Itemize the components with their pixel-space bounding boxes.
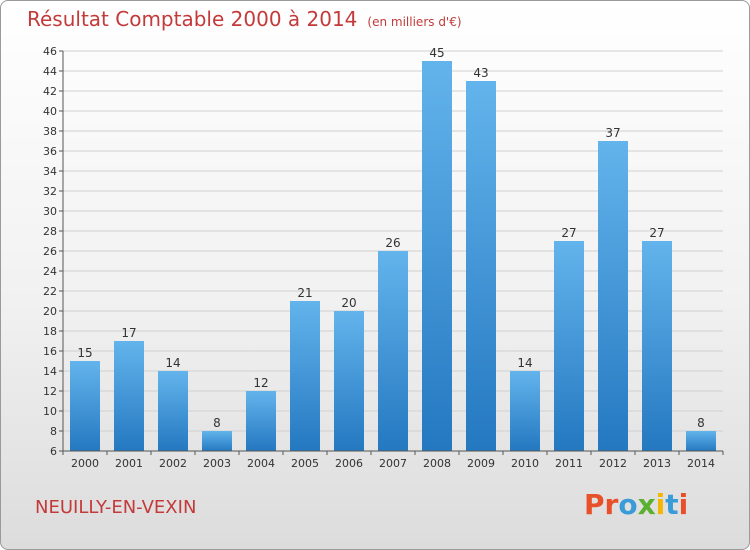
bar-value-label: 20 <box>341 296 356 310</box>
x-tick-label: 2000 <box>71 457 99 470</box>
x-tick-label: 2012 <box>599 457 627 470</box>
bar-value-label: 15 <box>77 346 92 360</box>
bar-2007 <box>378 251 408 451</box>
y-tick-label: 14 <box>43 365 57 378</box>
logo-letter: o <box>618 488 638 521</box>
x-tick-label: 2006 <box>335 457 363 470</box>
x-tick-label: 2007 <box>379 457 407 470</box>
x-tick-label: 2005 <box>291 457 319 470</box>
y-tick-label: 46 <box>43 45 57 58</box>
bar-2002 <box>158 371 188 451</box>
y-tick-label: 18 <box>43 325 57 338</box>
y-tick-label: 36 <box>43 145 57 158</box>
y-tick-label: 34 <box>43 165 57 178</box>
logo-letter: r <box>604 488 619 521</box>
y-tick-label: 26 <box>43 245 57 258</box>
chart-subtitle: (en milliers d'€) <box>367 15 462 29</box>
bar-value-label: 27 <box>561 226 576 240</box>
bar-value-label: 8 <box>213 416 221 430</box>
y-tick-label: 8 <box>50 425 57 438</box>
bar-2012 <box>598 141 628 451</box>
axes: 6 8 10 12 14 16 18 20 22 24 26 28 30 32 34 36 38 40 42 44 46… <box>43 45 724 470</box>
x-tick-label: 2014 <box>687 457 715 470</box>
x-tick-label: 2011 <box>555 457 583 470</box>
bar-value-label: 26 <box>385 236 400 250</box>
logo-letter: t <box>665 488 679 521</box>
bars: 15 17 14 8 12 21 20 26 45 43 14 27 37 27 8 <box>70 46 716 451</box>
y-tick-label: 42 <box>43 85 57 98</box>
x-tick-label: 2009 <box>467 457 495 470</box>
bar-value-label: 43 <box>473 66 488 80</box>
y-tick-label: 22 <box>43 285 57 298</box>
bar-value-label: 37 <box>605 126 620 140</box>
y-tick-label: 20 <box>43 305 57 318</box>
bar-value-label: 45 <box>429 46 444 60</box>
x-tick-label: 2010 <box>511 457 539 470</box>
bar-2009 <box>466 81 496 451</box>
bar-2000 <box>70 361 100 451</box>
bar-value-label: 21 <box>297 286 312 300</box>
bar-value-label: 27 <box>649 226 664 240</box>
logo-letter: P <box>584 488 605 521</box>
y-tick-label: 6 <box>50 445 57 458</box>
bar-value-label: 14 <box>517 356 532 370</box>
bar-2006 <box>334 311 364 451</box>
bar-value-label: 8 <box>697 416 705 430</box>
y-tick-label: 44 <box>43 65 57 78</box>
y-tick-label: 32 <box>43 185 57 198</box>
logo-letter: i <box>655 488 666 521</box>
bar-2010 <box>510 371 540 451</box>
bar-value-label: 14 <box>165 356 180 370</box>
bar-2014 <box>686 431 716 451</box>
bar-2008 <box>422 61 452 451</box>
bar-2013 <box>642 241 672 451</box>
commune-name: NEUILLY-EN-VEXIN <box>35 497 197 518</box>
bar-2011 <box>554 241 584 451</box>
bar-2001 <box>114 341 144 451</box>
y-tick-label: 10 <box>43 405 57 418</box>
chart-title: Résultat Comptable 2000 à 2014 (en millie… <box>27 7 462 31</box>
x-tick-label: 2001 <box>115 457 143 470</box>
y-tick-label: 38 <box>43 125 57 138</box>
x-tick-label: 2004 <box>247 457 275 470</box>
y-tick-label: 24 <box>43 265 57 278</box>
bar-value-label: 12 <box>253 376 268 390</box>
x-tick-label: 2003 <box>203 457 231 470</box>
y-tick-label: 12 <box>43 385 57 398</box>
x-tick-label: 2002 <box>159 457 187 470</box>
bar-value-label: 17 <box>121 326 136 340</box>
logo-letter: x <box>637 488 656 521</box>
proxiti-logo: Proxiti <box>584 488 688 521</box>
y-tick-label: 40 <box>43 105 57 118</box>
y-tick-label: 16 <box>43 345 57 358</box>
x-tick-label: 2013 <box>643 457 671 470</box>
chart-title-text: Résultat Comptable 2000 à 2014 <box>27 7 358 31</box>
bar-2004 <box>246 391 276 451</box>
logo-letter: i <box>678 488 689 521</box>
x-tick-label: 2008 <box>423 457 451 470</box>
bar-2005 <box>290 301 320 451</box>
y-tick-label: 30 <box>43 205 57 218</box>
bar-2003 <box>202 431 232 451</box>
y-tick-label: 28 <box>43 225 57 238</box>
